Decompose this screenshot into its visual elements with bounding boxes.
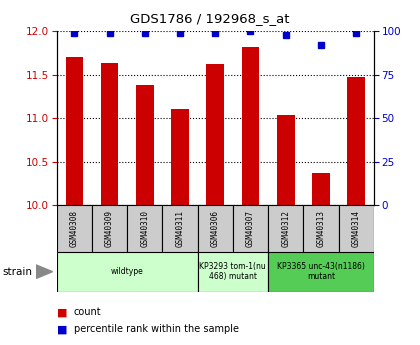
Bar [136, 85, 154, 205]
Bar [163, 205, 198, 252]
Bar [198, 205, 233, 252]
Text: strain: strain [2, 267, 32, 277]
Text: count: count [74, 307, 101, 317]
Bar [347, 77, 365, 205]
Polygon shape [36, 265, 52, 279]
Text: KP3293 tom-1(nu
468) mutant: KP3293 tom-1(nu 468) mutant [200, 262, 266, 282]
Bar [312, 173, 330, 205]
Bar [57, 252, 198, 292]
Bar [268, 205, 303, 252]
Text: GSM40306: GSM40306 [211, 210, 220, 247]
Text: KP3365 unc-43(n1186)
mutant: KP3365 unc-43(n1186) mutant [277, 262, 365, 282]
Text: GSM40312: GSM40312 [281, 210, 290, 247]
Text: GSM40307: GSM40307 [246, 210, 255, 247]
Text: ■: ■ [57, 307, 67, 317]
Bar [303, 205, 339, 252]
Text: GSM40309: GSM40309 [105, 210, 114, 247]
Bar [268, 252, 374, 292]
Bar [57, 205, 92, 252]
Bar [207, 64, 224, 205]
Text: ■: ■ [57, 325, 67, 334]
Text: GSM40314: GSM40314 [352, 210, 361, 247]
Text: GSM40308: GSM40308 [70, 210, 79, 247]
Bar [127, 205, 163, 252]
Text: GSM40311: GSM40311 [176, 210, 184, 247]
Bar [92, 205, 127, 252]
Text: percentile rank within the sample: percentile rank within the sample [74, 325, 239, 334]
Bar [339, 205, 374, 252]
Bar [233, 205, 268, 252]
Bar [277, 115, 294, 205]
Text: GSM40310: GSM40310 [140, 210, 149, 247]
Bar [241, 47, 259, 205]
Bar [198, 252, 268, 292]
Bar [66, 57, 83, 205]
Bar [101, 63, 118, 205]
Bar [171, 109, 189, 205]
Text: GDS1786 / 192968_s_at: GDS1786 / 192968_s_at [130, 12, 290, 25]
Text: wildtype: wildtype [111, 267, 144, 276]
Text: GSM40313: GSM40313 [316, 210, 326, 247]
